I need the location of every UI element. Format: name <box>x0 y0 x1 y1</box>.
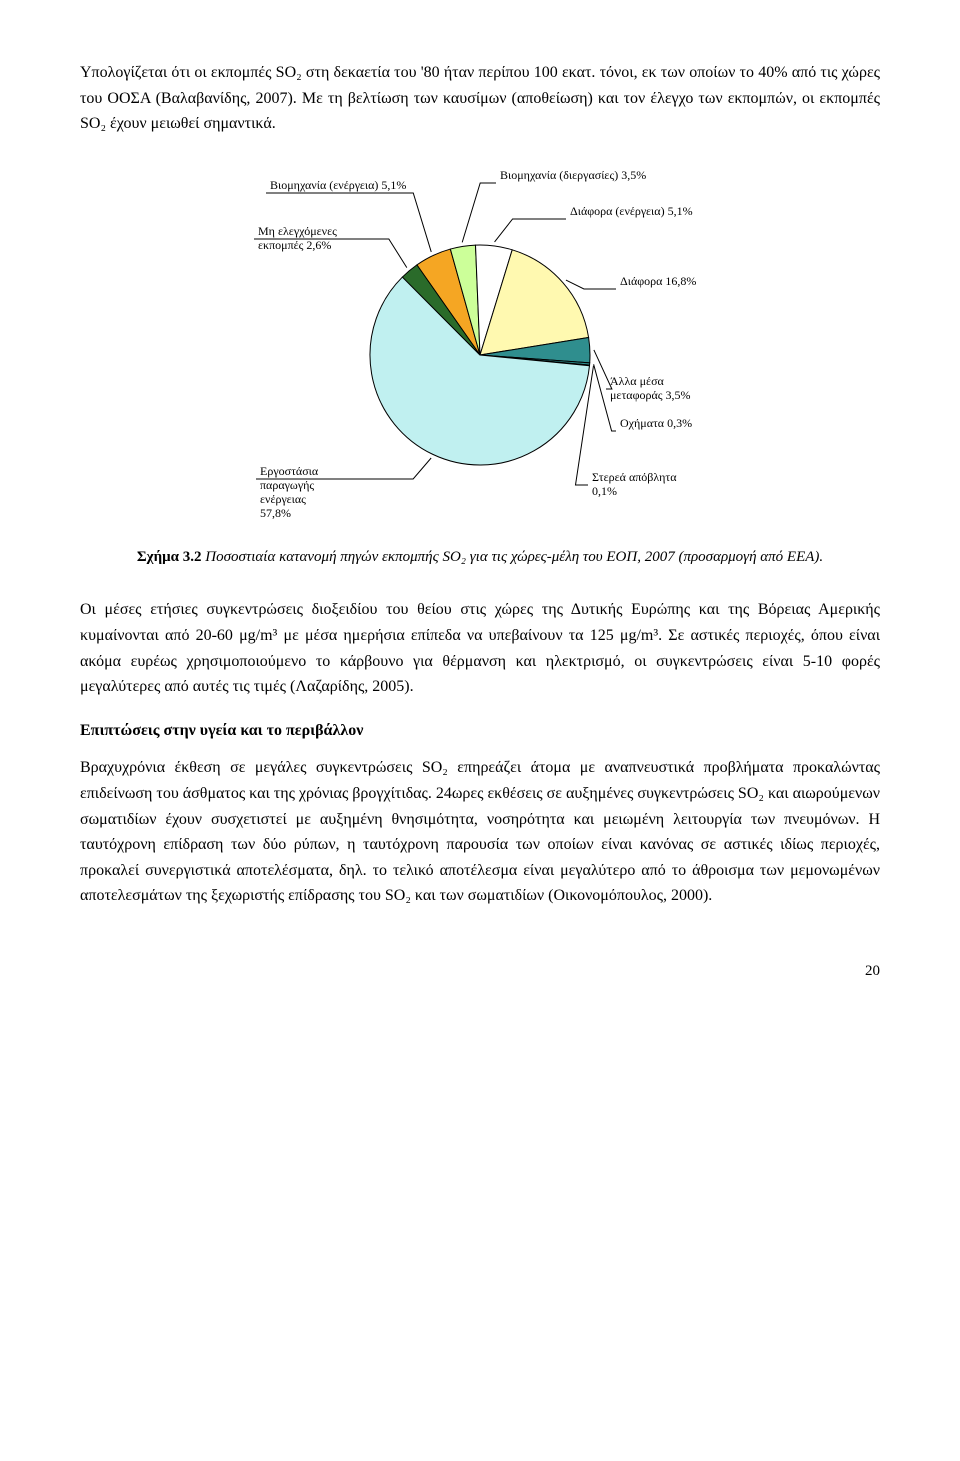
paragraph-3: Βραχυχρόνια έκθεση σε μεγάλες συγκεντρώσ… <box>80 755 880 909</box>
page-number: 20 <box>80 959 880 983</box>
figure-caption-number: Σχήμα 3.2 <box>137 549 202 565</box>
pie-slice-label: Βιομηχανία (διεργασίες) 3,5% <box>500 168 646 182</box>
pie-slice-label: Άλλα μέσαμεταφοράς 3,5% <box>610 374 691 402</box>
pie-slice-label: Βιομηχανία (ενέργεια) 5,1% <box>270 178 406 192</box>
pie-slice-label: Στερεά απόβλητα0,1% <box>592 470 677 498</box>
figure-caption: Σχήμα 3.2 Ποσοστιαία κατανομή πηγών εκπο… <box>80 545 880 569</box>
pie-chart-figure: Βιομηχανία (ενέργεια) 5,1% Βιομηχανία (δι… <box>200 165 760 534</box>
figure-caption-text: Ποσοστιαία κατανομή πηγών εκπομπής SO₂ γ… <box>201 549 823 565</box>
section-heading: Επιπτώσεις στην υγεία και το περιβάλλον <box>80 718 880 744</box>
pie-slice-label: Διάφορα 16,8% <box>620 274 696 288</box>
pie-slice-label: Διάφορα (ενέργεια) 5,1% <box>570 204 693 218</box>
leader-line <box>462 183 496 242</box>
paragraph-2: Οι μέσες ετήσιες συγκεντρώσεις διοξειδίο… <box>80 597 880 699</box>
pie-chart-svg: Βιομηχανία (ενέργεια) 5,1% Βιομηχανία (δι… <box>200 165 760 525</box>
leader-line <box>566 280 616 289</box>
pie-slice-label: Οχήματα 0,3% <box>620 416 692 430</box>
pie-slice-label: Μη ελεγχόμενεςεκπομπές 2,6% <box>258 224 337 252</box>
leader-line <box>495 219 566 242</box>
pie-slice-label: Εργοστάσιαπαραγωγήςενέργειας57,8% <box>260 464 319 520</box>
paragraph-1: Υπολογίζεται ότι οι εκπομπές SO₂ στη δεκ… <box>80 60 880 137</box>
